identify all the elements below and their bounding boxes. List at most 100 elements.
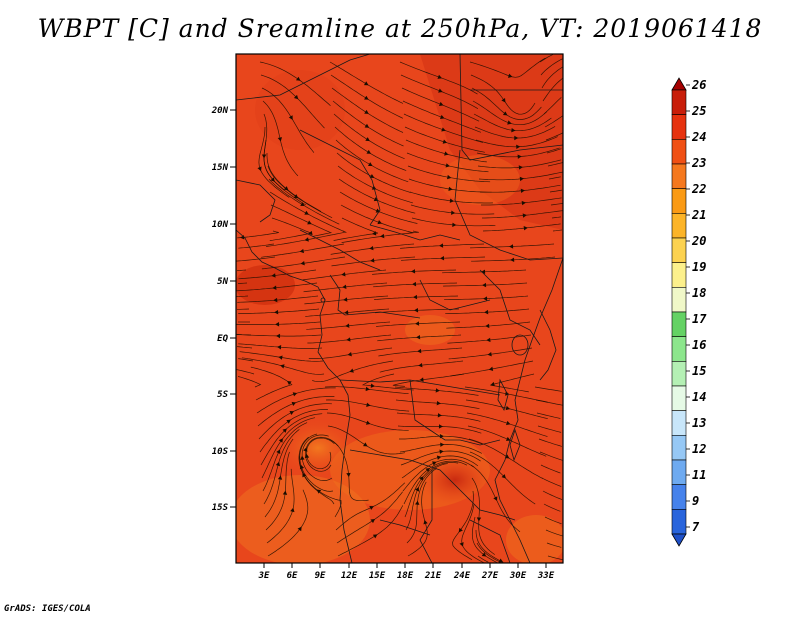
streamline <box>481 197 562 206</box>
streamline-arrow <box>505 436 511 441</box>
streamline-arrow <box>484 309 489 315</box>
streamline-arrow <box>276 449 281 454</box>
streamline-arrow <box>481 552 487 557</box>
streamline <box>546 542 562 548</box>
streamline-arrow <box>300 455 305 460</box>
streamline-arrow <box>274 310 279 315</box>
streamline-arrow <box>316 489 322 494</box>
lat-tick-label: 10S <box>212 447 229 457</box>
legend-swatch <box>671 385 687 411</box>
streamline-arrow <box>416 334 421 340</box>
streamline-arrow <box>483 296 488 301</box>
streamline <box>542 490 563 500</box>
streamline-arrow <box>370 258 375 263</box>
lat-tick-label: 5S <box>217 390 228 400</box>
streamline <box>538 438 562 447</box>
streamline-arrow <box>444 151 449 156</box>
streamline <box>461 503 485 563</box>
streamline <box>540 58 563 76</box>
legend-swatch <box>671 139 687 165</box>
streamline-arrow <box>304 237 309 242</box>
coastlines <box>236 54 563 563</box>
streamline <box>482 223 561 232</box>
streamline-arrow <box>293 94 299 100</box>
streamline-arrow <box>307 220 312 225</box>
streamline-arrow <box>377 220 382 225</box>
streamline-arrow <box>300 261 305 266</box>
streamline-arrow <box>507 120 512 125</box>
streamline-arrow <box>282 490 288 495</box>
streamline-arrow <box>423 519 428 525</box>
legend-swatch <box>671 188 687 214</box>
streamline-arrow <box>275 322 280 327</box>
streamline-arrow <box>490 381 495 387</box>
streamline-arrow <box>519 176 524 182</box>
streamline-arrow <box>505 405 511 411</box>
streamline-arrow <box>486 337 491 343</box>
streamline <box>545 132 563 141</box>
streamline-arrow <box>271 273 276 278</box>
streamline <box>237 230 279 239</box>
streamline-arrow <box>520 188 525 194</box>
streamline-arrow <box>368 162 373 167</box>
streamline-arrow <box>517 154 522 159</box>
streamline-arrow <box>413 294 418 300</box>
legend-level-label: 7 <box>692 520 700 534</box>
legend-swatch <box>671 237 687 263</box>
legend-swatch <box>671 509 687 535</box>
streamline-arrow <box>439 114 445 119</box>
streamline-arrow <box>300 202 305 207</box>
legend-swatch <box>671 311 687 337</box>
streamline-arrow <box>277 345 282 350</box>
streamline-arrow <box>440 255 445 261</box>
map-title: WBPT [C] and Sreamline at 250hPa, VT: 20… <box>37 14 763 43</box>
streamline-arrow <box>501 97 506 103</box>
streamline-arrow <box>419 476 424 481</box>
streamline-arrow <box>440 442 445 447</box>
streamline-arrow <box>437 74 442 79</box>
streamline <box>236 369 255 375</box>
streamline <box>552 229 562 232</box>
lat-tick-label: EQ <box>217 334 228 344</box>
streamline-arrow <box>415 321 420 326</box>
legend-swatch <box>671 435 687 461</box>
streamline-arrow <box>297 526 302 532</box>
streamline <box>542 78 563 102</box>
streamline-arrow <box>286 419 291 424</box>
map-frame <box>235 53 564 564</box>
streamline-arrow <box>366 402 371 407</box>
streamline-arrow <box>487 351 492 357</box>
streamline-arrow <box>439 449 444 454</box>
streamline-arrow <box>277 137 282 142</box>
streamline-arrow <box>485 323 490 329</box>
legend-level-label: 16 <box>692 338 706 352</box>
streamline-arrow <box>349 368 354 373</box>
streamline <box>544 115 563 128</box>
streamline <box>238 269 317 280</box>
streamline <box>237 346 253 349</box>
streamline <box>549 189 562 193</box>
streamline-arrow <box>451 210 456 215</box>
streamline-arrow <box>441 127 446 132</box>
streamline-arrow <box>280 364 285 369</box>
lon-tick-label: 15E <box>369 571 386 581</box>
legend-level-label: 21 <box>691 208 706 222</box>
streamline <box>535 399 563 406</box>
legend-level-label: 18 <box>692 286 706 300</box>
streamline-arrow <box>272 285 277 290</box>
streamline-arrow <box>412 281 417 287</box>
streamline <box>237 376 262 388</box>
streamline-arrow <box>365 386 370 392</box>
legend-level-label: 13 <box>692 416 706 430</box>
streamline-arrow <box>414 308 419 313</box>
lon-tick-label: 21E <box>424 571 442 581</box>
streamline-arrow <box>288 115 293 120</box>
map-ticks: 20N 15N 10N 5N EQ 5S 10S 15S 3E 6E 9E 12E 15E 18E 21E 2… <box>211 106 555 581</box>
streamline-arrow <box>522 213 527 218</box>
streamline <box>536 412 561 419</box>
streamline <box>541 477 562 487</box>
lat-tick-label: 15S <box>212 503 229 513</box>
streamline <box>551 216 561 219</box>
streamline <box>546 148 562 154</box>
